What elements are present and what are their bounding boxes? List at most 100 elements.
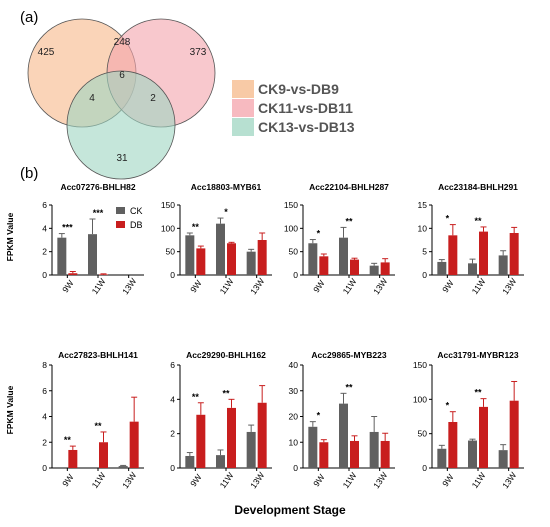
y-tick-label: 0 [293,270,298,280]
bar-db [479,231,488,275]
y-tick-label: 50 [289,247,299,257]
category-label: 9W [311,472,327,488]
bar-db [227,243,236,275]
significance-label: * [224,207,228,217]
significance-label: ** [345,216,353,226]
significance-label: ** [474,216,482,226]
bar-db [509,400,519,468]
bar-db [350,440,359,468]
category-label: 11W [90,277,108,297]
significance-label: ** [192,222,200,232]
chart-7: Acc29865-MYB223 0 10 20 30 40 * 9W ** 11W 13W [289,350,395,490]
venn-circle-ck13 [66,70,176,180]
bar-db [99,274,108,276]
category-label: 9W [188,472,204,488]
bar-db [479,406,488,468]
bar-ck [369,431,379,468]
chart-2: Acc18803-MYB61 0 50 100 150 ** 9W * 11W 13W [161,182,272,296]
significance-label: * [317,229,321,239]
venn-legend: CK9-vs-DB9 CK11-vs-DB11 CK13-vs-DB13 [232,80,355,136]
venn-legend-swatch-ck11 [232,99,254,117]
bar-db [380,440,390,468]
bar-ck [437,448,447,468]
y-tick-label: 150 [161,200,175,210]
category-label: 13W [248,276,266,296]
chart-6: Acc29290-BHLH162 0 2 4 6 ** 9W ** 11W 13W [170,350,272,490]
y-tick-label: 40 [289,360,299,370]
panel-b-label: (b) [20,165,38,182]
category-label: 9W [311,278,327,294]
bar-ck [498,450,508,468]
y-tick-label: 100 [284,223,298,233]
chart-5: Acc27823-BHLH141 0 2 4 6 8 ** 9W ** 11W 13W [42,350,144,490]
bar-ck [308,426,318,468]
significance-label: *** [62,223,73,233]
bar-ck [185,235,195,275]
y-tick-label: 10 [289,437,299,447]
y-tick-label: 4 [42,223,47,233]
bar-ck [216,455,225,468]
chart-title: Acc22104-BHLH287 [309,182,389,192]
bar-ck [57,237,67,275]
panel-a-label: (a) [20,9,38,26]
y-tick-label: 2 [42,247,47,257]
category-label: 13W [500,276,518,296]
bar-legend: CK DB [116,206,143,230]
bar-ck [185,455,195,468]
significance-label: ** [64,435,72,445]
bar-ck [468,440,477,468]
bar-db [99,442,108,468]
y-tick-label: 0 [42,270,47,280]
bar-ck [369,265,379,275]
y-tick-label: 100 [161,223,175,233]
category-label: 11W [341,471,359,491]
bar-ck [246,431,256,468]
y-tick-label: 15 [418,200,428,210]
venn-legend-label-ck9: CK9-vs-DB9 [258,81,339,97]
venn-count-ck9-ck13: 4 [89,93,95,104]
category-label: 11W [341,277,359,297]
significance-label: * [446,401,450,411]
bar-db [68,273,78,275]
category-label: 13W [371,276,389,296]
y-tick-label: 100 [413,394,427,404]
y-tick-label: 2 [42,437,47,447]
bar-db [196,248,206,275]
category-label: 9W [60,472,76,488]
y-tick-label: 0 [42,463,47,473]
y-tick-label: 30 [289,386,299,396]
y-tick-label: 4 [42,412,47,422]
venn-legend-label-ck11: CK11-vs-DB11 [258,100,353,116]
y-tick-label: 0 [170,463,175,473]
significance-label: * [317,411,321,421]
significance-label: *** [93,208,104,218]
chart-title: Acc31791-MYBR123 [437,350,519,360]
bar-ck [339,237,348,275]
y-tick-label: 0 [422,270,427,280]
bar-legend-swatch-db [116,221,125,228]
significance-label: ** [94,421,102,431]
bar-legend-swatch-ck [116,207,125,214]
y-tick-label: 0 [293,463,298,473]
chart-title: Acc07276-BHLH82 [60,182,135,192]
y-tick-label: 150 [284,200,298,210]
category-label: 11W [90,471,108,491]
y-axis-label-top: FPKM Value [5,212,15,261]
bar-db [448,235,458,275]
y-tick-label: 10 [418,223,428,233]
y-tick-label: 4 [170,394,175,404]
bar-ck [339,403,348,468]
y-tick-label: 20 [289,412,299,422]
category-label: 11W [470,277,488,297]
bar-ck [88,234,97,275]
category-label: 13W [371,470,389,490]
bar-db [350,259,359,275]
bar-ck [308,243,318,275]
bar-db [257,240,267,275]
category-label: 13W [120,276,138,296]
chart-1: Acc07276-BHLH82 0 2 4 6 *** 9W *** 11W 13W [42,182,144,296]
venn-count-ck9-ck11: 248 [114,37,131,48]
bar-db [319,256,329,275]
bar-db [257,402,267,468]
